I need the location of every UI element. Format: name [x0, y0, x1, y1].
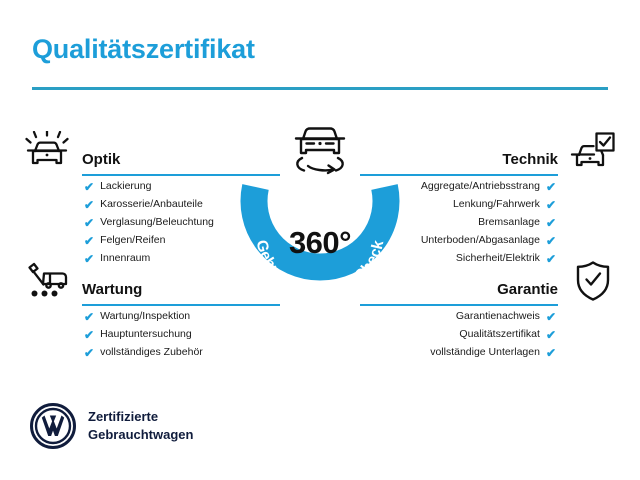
check-icon: ✔	[545, 216, 556, 230]
list-item-label: Innenraum	[100, 252, 151, 265]
list-item-label: Unterboden/Abgasanlage	[420, 234, 540, 247]
section-garantie-header: Garantie	[360, 258, 620, 308]
section-optik-header: Optik	[20, 128, 280, 178]
check-icon: ✔	[545, 180, 556, 194]
list-item-label: Lenkung/Fahrwerk	[452, 198, 540, 211]
section-technik: Technik Aggregate/Antriebsstrang ✔ Lenku…	[360, 128, 620, 268]
badge-center-label: 360°	[288, 225, 352, 260]
section-optik: Optik ✔ Lackierung ✔ Karosserie/Anbautei…	[20, 128, 280, 268]
list-item: ✔ vollständiges Zubehör	[84, 344, 280, 362]
list-item: ✔ Karosserie/Anbauteile	[84, 196, 280, 214]
list-item-label: Lackierung	[100, 180, 152, 193]
wrench-car-icon	[20, 258, 74, 304]
list-item: ✔ Felgen/Reifen	[84, 232, 280, 250]
list-item: Qualitätszertifikat ✔	[360, 326, 556, 344]
check-icon: ✔	[545, 346, 556, 360]
page-title: Qualitätszertifikat	[32, 34, 255, 64]
volkswagen-lockup-line1: Zertifizierte	[88, 409, 159, 425]
section-optik-title: Optik	[82, 151, 121, 168]
section-optik-list: ✔ Lackierung ✔ Karosserie/Anbauteile ✔ V…	[20, 178, 280, 268]
volkswagen-lockup-line2: Gebrauchtwagen	[88, 427, 194, 442]
check-icon: ✔	[84, 328, 95, 342]
list-item-label: vollständiges Zubehör	[100, 346, 203, 359]
list-item-label: Bremsanlage	[478, 216, 540, 229]
list-item: ✔ Verglasung/Beleuchtung	[84, 214, 280, 232]
section-wartung-header: Wartung	[20, 258, 280, 308]
list-item: Unterboden/Abgasanlage ✔	[360, 232, 556, 250]
list-item-label: Hauptuntersuchung	[100, 328, 192, 341]
list-item: Garantienachweis ✔	[360, 308, 556, 326]
badge-ring: Gebrauchtwagen-Check	[232, 166, 408, 308]
list-item: Bremsanlage ✔	[360, 214, 556, 232]
check-icon: ✔	[84, 346, 95, 360]
section-garantie-list: Garantienachweis ✔ Qualitätszertifikat ✔…	[360, 308, 620, 362]
list-item-label: Aggregate/Antriebsstrang	[420, 180, 540, 193]
check-icon: ✔	[545, 198, 556, 212]
section-technik-title: Technik	[502, 151, 558, 168]
list-item: ✔ Innenraum	[84, 250, 280, 268]
list-item: ✔ Hauptuntersuchung	[84, 326, 280, 344]
check-icon: ✔	[545, 252, 556, 266]
section-technik-header: Technik	[360, 128, 620, 178]
car-rotate-icon	[280, 122, 360, 180]
section-technik-list: Aggregate/Antriebsstrang ✔ Lenkung/Fahrw…	[360, 178, 620, 268]
360-check-badge: Gebrauchtwagen-Check 360°	[232, 122, 408, 308]
check-icon: ✔	[84, 216, 95, 230]
list-item-label: Wartung/Inspektion	[100, 310, 191, 323]
header-divider	[32, 87, 608, 90]
list-item: ✔ Wartung/Inspektion	[84, 308, 280, 326]
car-checkbox-icon	[566, 128, 620, 174]
shield-check-icon	[566, 258, 620, 304]
section-optik-divider	[82, 174, 280, 176]
list-item-label: Felgen/Reifen	[100, 234, 166, 247]
section-technik-divider	[360, 174, 558, 176]
car-shine-icon	[20, 128, 74, 174]
section-wartung-list: ✔ Wartung/Inspektion ✔ Hauptuntersuchung…	[20, 308, 280, 362]
check-icon: ✔	[545, 234, 556, 248]
section-garantie-divider	[360, 304, 558, 306]
list-item-label: Garantienachweis	[455, 310, 540, 323]
volkswagen-lockup-text: Zertifizierte Gebrauchtwagen	[88, 408, 193, 443]
list-item-label: Sicherheit/Elektrik	[455, 252, 540, 265]
check-icon: ✔	[84, 310, 95, 324]
volkswagen-lockup: Zertifizierte Gebrauchtwagen	[30, 403, 193, 449]
list-item: vollständige Unterlagen ✔	[360, 344, 556, 362]
list-item-label: vollständige Unterlagen	[430, 346, 540, 359]
list-item: ✔ Lackierung	[84, 178, 280, 196]
list-item: Lenkung/Fahrwerk ✔	[360, 196, 556, 214]
list-item-label: Verglasung/Beleuchtung	[100, 216, 214, 229]
section-garantie: Garantie Garantienachweis ✔ Qualitätszer…	[360, 258, 620, 362]
list-item: Aggregate/Antriebsstrang ✔	[360, 178, 556, 196]
check-icon: ✔	[545, 328, 556, 342]
section-wartung-title: Wartung	[82, 281, 143, 298]
check-icon: ✔	[84, 180, 95, 194]
check-icon: ✔	[545, 310, 556, 324]
list-item: Sicherheit/Elektrik ✔	[360, 250, 556, 268]
volkswagen-logo	[30, 403, 76, 449]
check-icon: ✔	[84, 252, 95, 266]
section-wartung-divider	[82, 304, 280, 306]
list-item-label: Karosserie/Anbauteile	[100, 198, 203, 211]
check-icon: ✔	[84, 234, 95, 248]
check-icon: ✔	[84, 198, 95, 212]
section-garantie-title: Garantie	[497, 281, 558, 298]
section-wartung: Wartung ✔ Wartung/Inspektion ✔ Hauptunte…	[20, 258, 280, 362]
list-item-label: Qualitätszertifikat	[459, 328, 540, 341]
